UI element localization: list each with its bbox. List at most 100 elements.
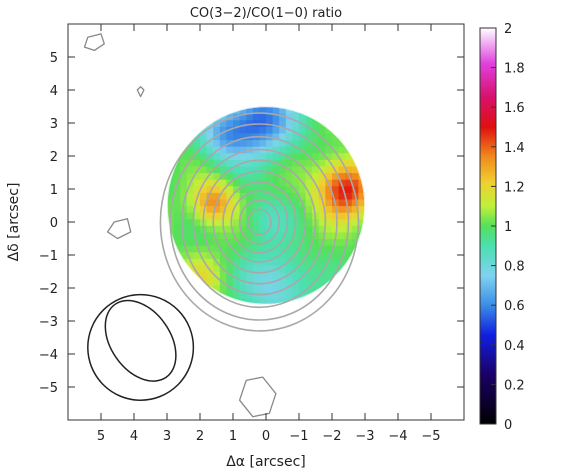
ratio-pixel bbox=[206, 238, 214, 246]
ratio-pixel bbox=[266, 238, 274, 246]
ratio-pixel bbox=[219, 278, 227, 286]
ratio-pixel bbox=[272, 231, 280, 240]
ratio-pixel bbox=[246, 218, 254, 226]
ratio-pixel bbox=[186, 245, 194, 253]
ratio-pixel bbox=[206, 251, 214, 259]
ratio-pixel bbox=[338, 225, 346, 233]
ratio-pixel bbox=[239, 251, 247, 259]
ratio-pixel bbox=[200, 132, 208, 141]
ratio-pixel bbox=[186, 205, 194, 213]
ratio-pixel bbox=[252, 106, 260, 114]
ratio-pixel bbox=[279, 212, 287, 220]
ratio-pixel bbox=[239, 238, 247, 246]
ratio-pixel bbox=[259, 297, 267, 305]
ratio-pixel bbox=[219, 146, 227, 154]
ratio-pixel bbox=[338, 172, 346, 180]
ratio-pixel bbox=[193, 251, 201, 259]
ratio-pixel bbox=[332, 139, 340, 147]
ratio-pixel bbox=[246, 245, 254, 253]
ratio-pixel bbox=[272, 132, 280, 141]
ratio-pixel bbox=[246, 126, 254, 134]
ratio-pixel bbox=[325, 159, 333, 167]
ratio-pixel bbox=[213, 152, 221, 160]
ratio-pixel bbox=[266, 231, 274, 240]
ratio-pixel bbox=[246, 172, 254, 180]
plot-area bbox=[68, 24, 464, 420]
ratio-pixel bbox=[338, 218, 346, 226]
x-tick-label: 5 bbox=[97, 429, 105, 444]
ratio-pixel bbox=[292, 284, 300, 292]
ratio-pixel bbox=[272, 106, 280, 114]
ratio-pixel bbox=[246, 258, 254, 266]
ratio-pixel bbox=[226, 218, 234, 226]
ratio-pixel bbox=[213, 185, 221, 193]
intensity-contour bbox=[202, 159, 317, 285]
ratio-pixel bbox=[279, 297, 287, 305]
blob-bottom bbox=[238, 376, 277, 418]
ratio-pixel bbox=[266, 139, 274, 147]
ratio-pixel bbox=[285, 132, 293, 141]
x-tick-label: 4 bbox=[130, 429, 138, 444]
ratio-pixel bbox=[266, 251, 274, 259]
colorbar-tick-label: 1.4 bbox=[504, 141, 525, 156]
ratio-pixel bbox=[252, 225, 260, 233]
ratio-pixel bbox=[299, 278, 307, 286]
ratio-pixel bbox=[233, 165, 241, 174]
ratio-pixel bbox=[292, 146, 300, 154]
ratio-pixel bbox=[233, 159, 241, 167]
ratio-pixel bbox=[279, 132, 287, 141]
ratio-pixel bbox=[299, 152, 307, 160]
ratio-pixel bbox=[219, 139, 227, 147]
ratio-pixel bbox=[186, 185, 194, 193]
ratio-pixel bbox=[193, 152, 201, 160]
colorbar-ticks: 0 0.2 0.4 0.6 0.8 1 1.2 1.4 1.6 1.8 2 bbox=[491, 22, 525, 433]
ratio-pixel bbox=[299, 264, 307, 273]
ratio-pixel bbox=[299, 159, 307, 167]
y-axis-label: Δδ [arcsec] bbox=[6, 183, 22, 262]
ratio-pixel bbox=[173, 238, 181, 246]
ratio-pixel bbox=[206, 146, 214, 154]
ratio-pixel bbox=[252, 139, 260, 147]
ratio-pixel bbox=[259, 159, 267, 167]
ratio-pixel bbox=[272, 172, 280, 180]
ratio-pixel bbox=[200, 231, 208, 240]
ratio-pixel bbox=[351, 172, 359, 180]
ratio-pixel bbox=[213, 284, 221, 292]
ratio-pixel bbox=[325, 146, 333, 154]
ratio-pixel bbox=[279, 152, 287, 160]
ratio-pixel bbox=[193, 172, 201, 180]
ratio-pixel bbox=[332, 238, 340, 246]
ratio-pixel bbox=[252, 245, 260, 253]
ratio-pixel bbox=[180, 212, 188, 220]
ratio-pixel bbox=[351, 185, 359, 193]
ratio-pixel bbox=[186, 192, 194, 200]
ratio-pixel bbox=[259, 172, 267, 180]
ratio-pixel bbox=[299, 185, 307, 193]
ratio-pixel bbox=[200, 165, 208, 174]
ratio-pixel bbox=[186, 251, 194, 259]
ratio-pixel bbox=[239, 185, 247, 193]
ratio-pixel bbox=[358, 218, 365, 226]
ratio-pixel bbox=[180, 152, 188, 160]
ratio-pixel bbox=[325, 271, 333, 279]
ratio-pixel bbox=[312, 245, 320, 253]
ratio-pixel bbox=[219, 152, 227, 160]
ratio-pixel bbox=[233, 212, 241, 220]
ratio-pixel bbox=[239, 126, 247, 134]
ratio-pixel bbox=[305, 245, 313, 253]
ratio-pixel bbox=[332, 159, 340, 167]
ratio-pixel bbox=[252, 284, 260, 292]
colorbar-tick-label: 0.8 bbox=[504, 260, 525, 275]
ratio-pixel bbox=[200, 238, 208, 246]
ratio-pixel bbox=[272, 179, 280, 187]
ratio-pixel bbox=[338, 245, 346, 253]
ratio-pixel bbox=[239, 198, 247, 207]
ratio-pixel bbox=[332, 132, 340, 141]
ratio-pixel bbox=[266, 172, 274, 180]
ratio-pixel bbox=[252, 212, 260, 220]
ratio-pixel bbox=[252, 218, 260, 226]
ratio-pixel bbox=[318, 192, 326, 200]
blob-top-left bbox=[83, 33, 105, 52]
ratio-pixel bbox=[305, 231, 313, 240]
ratio-pixel bbox=[285, 192, 293, 200]
